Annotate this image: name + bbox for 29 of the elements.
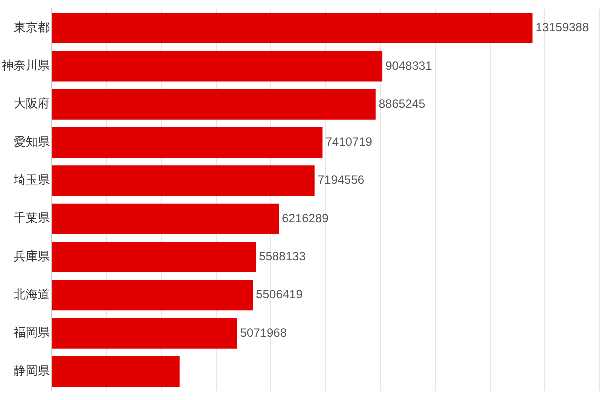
bar (52, 356, 180, 387)
bar (52, 13, 533, 44)
y-tick-label: 埼玉県 (13, 173, 50, 188)
data-label: 5588133 (259, 250, 306, 264)
y-tick-label: 東京都 (14, 20, 50, 34)
bar (52, 166, 315, 196)
y-tick-label: 大阪府 (14, 96, 50, 111)
bar (52, 127, 323, 158)
data-label: 5071968 (240, 326, 288, 340)
bar (52, 51, 383, 82)
bar (52, 204, 280, 234)
data-label: 8865245 (378, 96, 426, 111)
data-label: 5506419 (256, 288, 304, 302)
y-tick-label: 千葉県 (14, 211, 50, 226)
data-label: 7410719 (326, 135, 373, 150)
y-tick-label: 静岡県 (14, 364, 50, 378)
data-label: 9048331 (386, 58, 433, 73)
bar (52, 89, 376, 120)
data-label: 6216289 (282, 211, 330, 226)
y-tick-label: 神奈川県 (2, 58, 50, 73)
bar (52, 242, 256, 273)
y-tick-label: 福岡県 (14, 326, 50, 340)
y-tick-label: 北海道 (14, 288, 50, 302)
bar (52, 318, 238, 349)
y-tick-label: 愛知県 (14, 134, 50, 149)
bar (52, 280, 254, 311)
data-label: 13159388 (536, 20, 590, 35)
data-label: 7194556 (318, 173, 365, 188)
y-tick-label: 兵庫県 (14, 249, 50, 264)
